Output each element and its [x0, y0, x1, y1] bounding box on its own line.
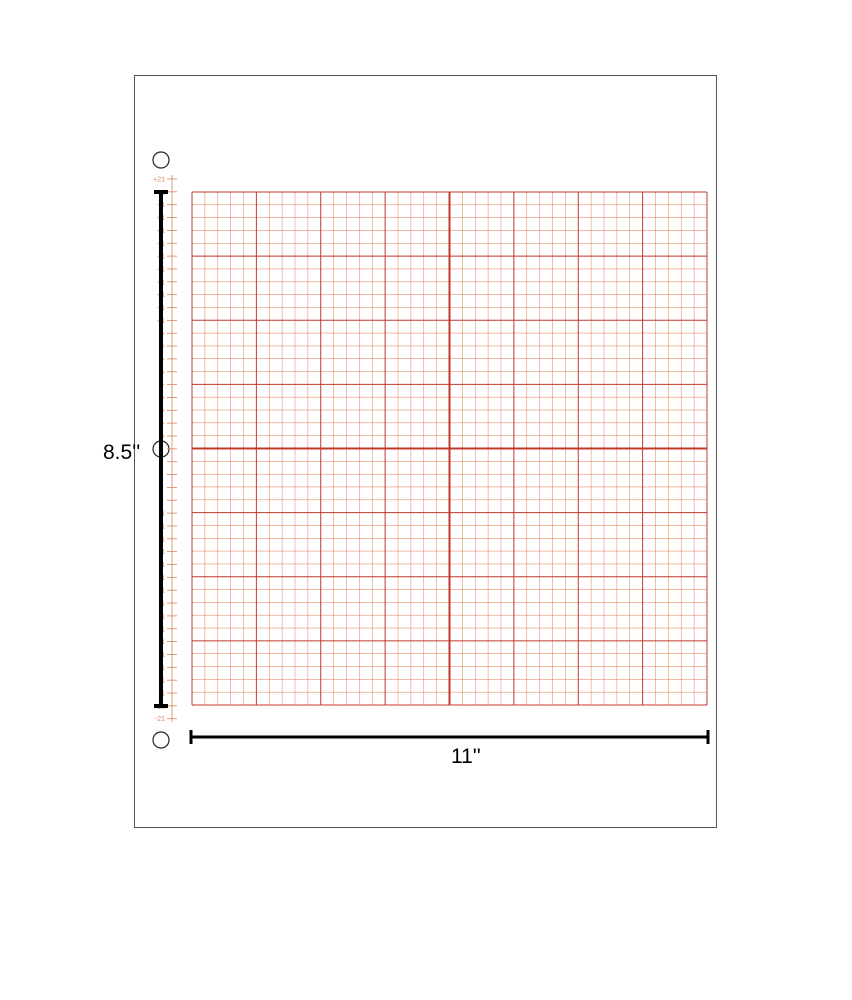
graph-grid	[191, 191, 708, 706]
height-label: 8.5''	[103, 441, 141, 464]
width-label: 11''	[451, 745, 481, 768]
punch-hole-bottom-icon	[152, 731, 170, 749]
punch-hole-top-icon	[152, 151, 170, 169]
width-dimension-bar	[189, 730, 710, 744]
ruler-label: -21	[155, 716, 165, 723]
page-border	[134, 75, 717, 828]
height-dimension-bar	[154, 190, 168, 708]
ruler-label: +21	[153, 177, 165, 184]
